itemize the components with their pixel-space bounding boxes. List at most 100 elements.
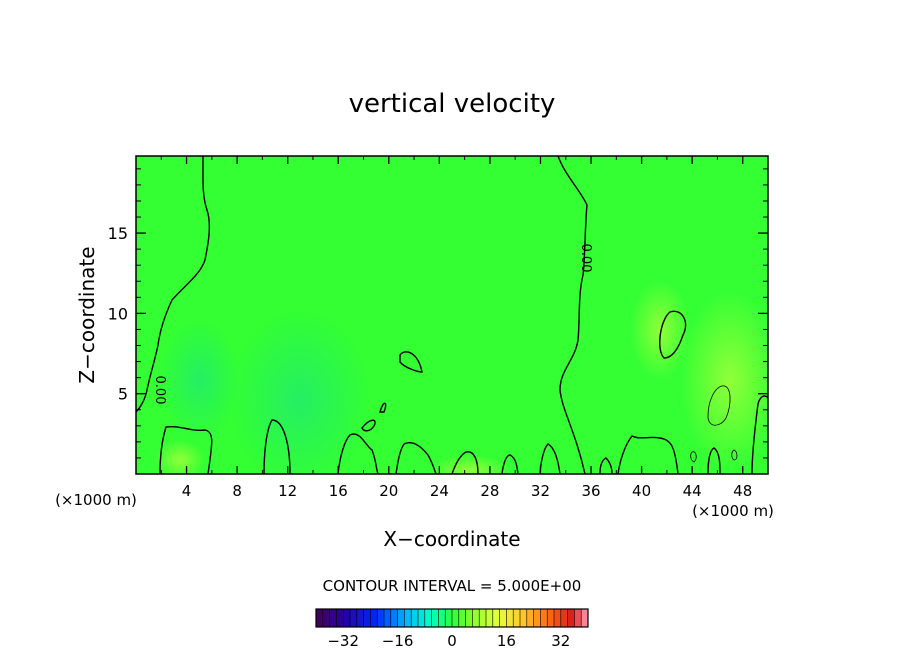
colorbar-segment — [581, 609, 589, 627]
colorbar-segment — [384, 609, 392, 627]
colorbar-segment — [390, 609, 398, 627]
colorbar — [315, 608, 589, 628]
colorbar-segment — [336, 609, 344, 627]
colorbar-segment — [418, 609, 426, 627]
colorbar-segment — [411, 609, 419, 627]
x-tick-label: 12 — [278, 482, 297, 500]
contour-bottom — [751, 395, 768, 474]
field-variation — [430, 455, 510, 474]
colorbar-segment — [377, 609, 385, 627]
colorbar-frame — [315, 608, 589, 628]
contour-line-right — [557, 156, 588, 474]
contour-bottom — [599, 457, 613, 474]
x-tick-label: 16 — [329, 482, 348, 500]
contour-bottom — [539, 443, 561, 474]
contour-label: 0.00 — [578, 244, 593, 273]
colorbar-segment — [445, 609, 453, 627]
contour-closed — [361, 419, 376, 432]
colorbar-segment — [465, 609, 473, 627]
contour-line-left — [136, 156, 211, 413]
colorbar-segment — [438, 609, 446, 627]
colorbar-segment — [329, 609, 337, 627]
colorbar-segment — [526, 609, 534, 627]
y-tick-label: 15 — [108, 224, 128, 243]
x-axis-label: X−coordinate — [383, 527, 520, 551]
colorbar-segment — [540, 609, 548, 627]
colorbar-segment — [506, 609, 514, 627]
colorbar-segment — [486, 609, 494, 627]
x-tick-label: 4 — [182, 482, 192, 500]
x-tick-label: 48 — [733, 482, 752, 500]
colorbar-tick-label: −16 — [382, 632, 414, 650]
y-axis-ticks: 5 10 15 — [108, 168, 768, 459]
x-axis-ticks: 4 8 12 16 20 24 28 32 36 40 44 48 — [160, 156, 752, 500]
x-tick-label: 20 — [379, 482, 398, 500]
contour-bottom — [395, 441, 437, 474]
contour-thin — [690, 451, 697, 463]
colorbar-segment — [560, 609, 568, 627]
field-variation — [155, 440, 205, 474]
colorbar-segment — [350, 609, 358, 627]
x-tick-label: 32 — [531, 482, 550, 500]
colorbar-segment — [479, 609, 487, 627]
colorbar-segment — [472, 609, 480, 627]
contour-bottom — [263, 419, 291, 474]
contour-bottom — [617, 435, 679, 474]
colorbar-segment — [533, 609, 541, 627]
colorbar-tick-label: −32 — [327, 632, 359, 650]
colorbar-segment — [458, 609, 466, 627]
y-tick-label: 5 — [118, 385, 128, 404]
x-unit-right: (×1000 m) — [692, 502, 774, 520]
x-tick-label: 40 — [632, 482, 651, 500]
contour-interval: CONTOUR INTERVAL = 5.000E+00 — [323, 577, 582, 595]
colorbar-segment — [547, 609, 555, 627]
colorbar-segment — [499, 609, 507, 627]
x-tick-label: 8 — [232, 482, 242, 500]
colorbar-segment — [343, 609, 351, 627]
field-variation — [630, 280, 690, 380]
contour-lines-thin — [690, 385, 738, 463]
x-unit-left: (×1000 m) — [55, 491, 137, 509]
colorbar-segment — [397, 609, 405, 627]
colorbar-segment — [424, 609, 432, 627]
contour-bottom — [159, 425, 213, 474]
x-tick-label: 24 — [430, 482, 449, 500]
colorbar-segment — [370, 609, 378, 627]
colorbar-segment — [567, 609, 575, 627]
colorbar-segment — [513, 609, 521, 627]
colorbar-segment — [452, 609, 460, 627]
heatmap-field: 0.00 0.00 — [136, 156, 768, 474]
field-variation — [230, 310, 370, 474]
colorbar-segment — [431, 609, 439, 627]
contour-bottom — [451, 451, 479, 474]
colorbar-tick-label: 0 — [447, 632, 457, 650]
y-axis-label: Z−coordinate — [75, 246, 99, 383]
contour-label: 0.00 — [152, 376, 167, 405]
colorbar-segment — [574, 609, 582, 627]
colorbar-ticks: −32 −16 0 16 32 — [327, 632, 570, 650]
colorbar-segment — [356, 609, 364, 627]
contour-closed — [659, 310, 687, 359]
contour-lines — [136, 156, 768, 474]
colorbar-segment — [322, 609, 330, 627]
contour-bottom — [707, 447, 721, 474]
contour-bottom — [501, 454, 519, 474]
field-variation — [160, 320, 240, 440]
contour-thin — [707, 385, 731, 426]
colorbar-tick-label: 16 — [497, 632, 516, 650]
x-tick-label: 44 — [683, 482, 702, 500]
colorbar-segment — [520, 609, 528, 627]
colorbar-segment — [554, 609, 562, 627]
colorbar-tick-label: 32 — [551, 632, 570, 650]
field-variation — [680, 290, 768, 470]
plot-frame — [135, 155, 769, 475]
colorbar-segment — [316, 609, 324, 627]
contour-closed — [379, 402, 387, 413]
colorbar-segment — [363, 609, 371, 627]
x-tick-label: 28 — [480, 482, 499, 500]
x-tick-label: 36 — [581, 482, 600, 500]
contour-thin — [731, 449, 738, 461]
y-tick-label: 10 — [108, 304, 128, 323]
colorbar-segment — [492, 609, 500, 627]
